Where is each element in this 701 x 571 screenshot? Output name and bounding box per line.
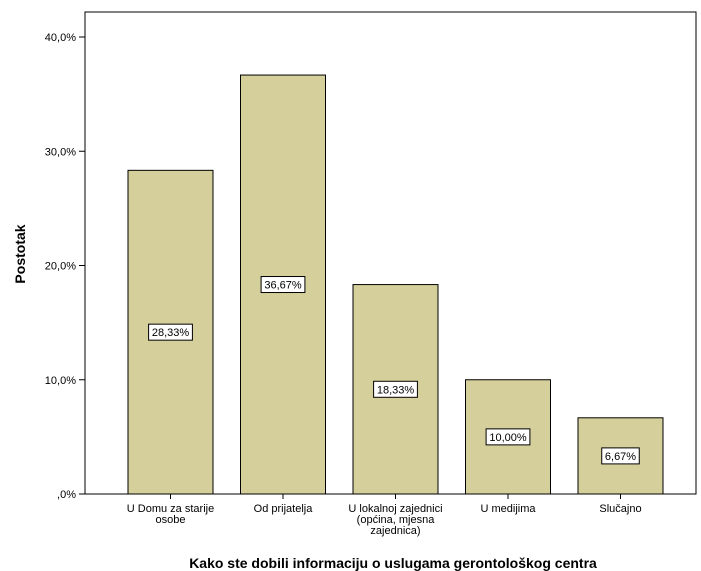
- y-tick-label: 20,0%: [45, 261, 76, 273]
- y-axis-title: Postotak: [12, 224, 28, 283]
- x-tick-label: Od prijatelja: [254, 503, 314, 515]
- data-label: 6,67%: [605, 451, 636, 463]
- data-label: 28,33%: [152, 327, 190, 339]
- data-label: 10,00%: [489, 432, 527, 444]
- x-tick-label-line: Slučajno: [599, 503, 641, 515]
- x-tick-label-line: osobe: [156, 514, 186, 526]
- data-label-box: [148, 323, 193, 341]
- x-tick-label: U Domu za starije osobe: [127, 503, 214, 526]
- x-tick-label: Slučajno: [599, 503, 641, 515]
- y-tick-label: 40,0%: [45, 32, 76, 44]
- x-tick-label-line: (općina, mjesna: [357, 514, 436, 526]
- data-label: 18,33%: [377, 384, 415, 396]
- data-label-box: [260, 276, 306, 294]
- y-tick-label: 30,0%: [45, 146, 76, 158]
- x-tick-label: U medijima: [480, 503, 536, 515]
- x-tick-label: U lokalnoj zajednici (općina, mjesna zajed…: [348, 503, 442, 537]
- x-tick-label-line: U lokalnoj zajednici: [348, 503, 442, 515]
- y-tick-label: 10,0%: [45, 375, 76, 387]
- x-axis-title: Kako ste dobili informaciju o uslugama g…: [189, 555, 597, 571]
- data-label-box: [601, 447, 640, 465]
- x-tick-label-line: U medijima: [480, 503, 536, 515]
- y-tick-label: ,0%: [57, 489, 76, 501]
- data-label-box: [485, 428, 531, 446]
- x-tick-label-line: U Domu za starije: [127, 503, 214, 515]
- data-label-box: [373, 380, 418, 398]
- data-label: 36,67%: [264, 280, 302, 292]
- x-tick-label-line: zajednica): [370, 525, 420, 537]
- x-tick-label-line: Od prijatelja: [254, 503, 314, 515]
